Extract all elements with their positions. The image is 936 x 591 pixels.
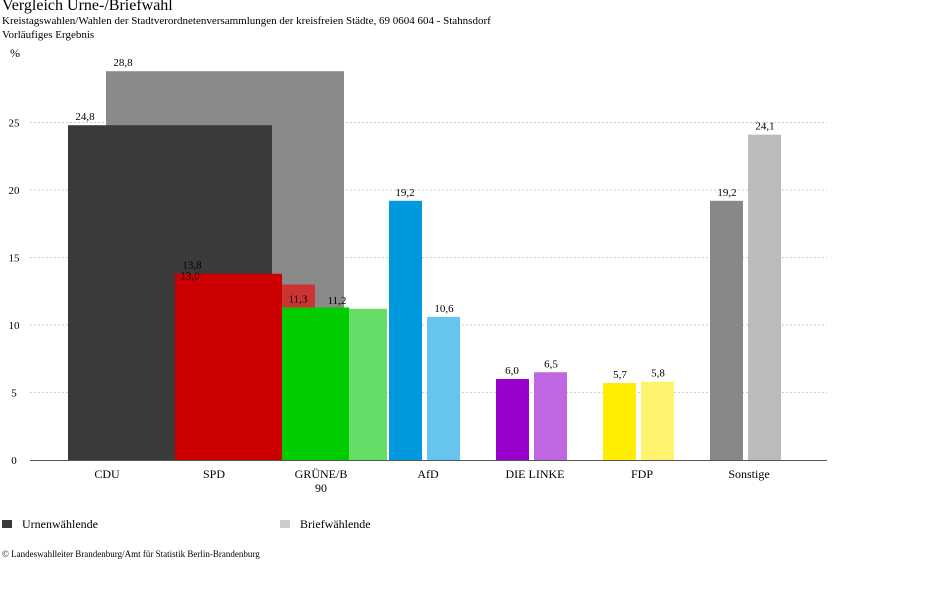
x-tick-label: AfD — [417, 467, 439, 481]
legend-label-urnenwaehlende: Urnenwählende — [22, 516, 98, 531]
data-label-briefwaehlende-4: 6,5 — [544, 358, 558, 370]
data-label-briefwaehlende-0: 28,8 — [113, 57, 133, 69]
data-label-urnenwaehlende-0: 24,8 — [75, 111, 95, 123]
bar-urnenwaehlende-5 — [603, 383, 636, 460]
data-label-briefwaehlende-3: 10,6 — [434, 303, 454, 315]
bar-urnenwaehlende-6 — [710, 200, 743, 461]
bar-briefwaehlende-4 — [534, 372, 567, 460]
data-label-urnenwaehlende-4: 6,0 — [505, 365, 519, 377]
legend-swatch-briefwaehlende — [280, 520, 290, 528]
y-tick-label: 0 — [11, 455, 17, 467]
y-tick-label: 20 — [9, 185, 21, 197]
bar-urnenwaehlende-2 — [282, 307, 349, 460]
x-tick-label: DIE LINKE — [506, 467, 565, 481]
bar-briefwaehlende-3 — [427, 316, 460, 460]
x-tick-label: Sonstige — [728, 467, 769, 481]
data-label-briefwaehlende-6: 24,1 — [755, 121, 774, 133]
chart-subtitle: Kreistagswahlen/Wahlen der Stadtverordne… — [2, 15, 491, 27]
y-axis-label: % — [10, 46, 20, 60]
source-footer: © Landeswahlleiter Brandenburg/Amt für S… — [2, 549, 260, 559]
bar-briefwaehlende-5 — [641, 381, 674, 460]
chart-note: Vorläufiges Ergebnis — [2, 29, 95, 41]
x-tick-label: FDP — [631, 467, 653, 481]
bar-urnenwaehlende-3 — [389, 200, 422, 461]
y-tick-label: 25 — [9, 118, 21, 130]
bar-urnenwaehlende-1 — [175, 273, 282, 460]
x-tick-label: CDU — [94, 467, 120, 481]
y-tick-label: 10 — [9, 320, 21, 332]
bar-urnenwaehlende-4 — [496, 379, 529, 460]
legend-label-briefwaehlende: Briefwählende — [300, 516, 371, 531]
data-label-briefwaehlende-2: 11,2 — [328, 295, 347, 307]
x-tick-label: GRÜNE/B 90 — [295, 467, 348, 495]
legend-swatch-urnenwaehlende — [2, 520, 12, 528]
legend-item-urnenwaehlende: Urnenwählende — [2, 517, 98, 531]
data-label-briefwaehlende-1: 13,0 — [180, 271, 200, 283]
y-tick-label: 15 — [9, 253, 21, 265]
y-tick-label: 5 — [11, 388, 17, 400]
data-label-urnenwaehlende-6: 19,2 — [717, 187, 736, 199]
data-label-urnenwaehlende-1: 13,8 — [182, 260, 202, 272]
data-label-briefwaehlende-5: 5,8 — [651, 368, 665, 380]
chart-title: Vergleich Urne-/Briefwahl — [2, 0, 173, 14]
bar-briefwaehlende-6 — [748, 134, 781, 460]
data-label-urnenwaehlende-2: 11,3 — [289, 293, 308, 305]
data-label-urnenwaehlende-5: 5,7 — [613, 369, 627, 381]
legend-item-briefwaehlende: Briefwählende — [280, 517, 371, 531]
data-label-urnenwaehlende-3: 19,2 — [395, 187, 414, 199]
x-tick-label: SPD — [203, 467, 225, 481]
